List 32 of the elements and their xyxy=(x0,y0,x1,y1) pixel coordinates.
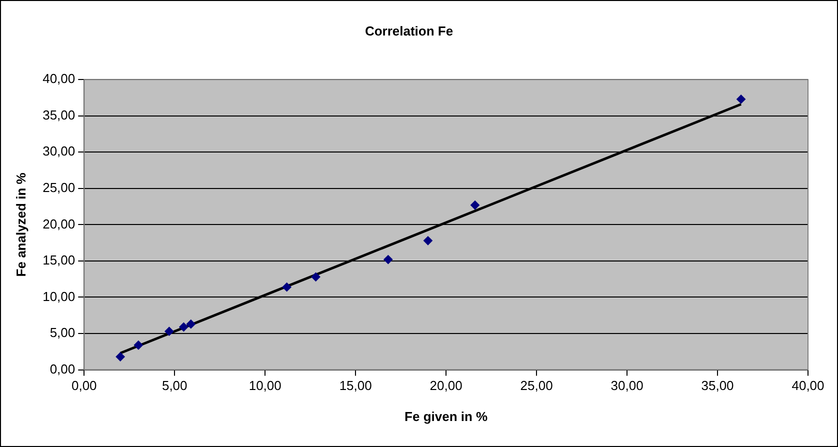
point xyxy=(470,200,480,210)
x-tick-label: 25,00 xyxy=(520,378,553,394)
x-tick-label: 20,00 xyxy=(430,378,462,394)
x-tick-label: 35,00 xyxy=(701,378,734,394)
y-tick-label: 5,00 xyxy=(50,325,76,340)
point xyxy=(116,352,125,362)
x-tick-label: 40,00 xyxy=(792,378,824,394)
chart-title: Correlation Fe xyxy=(364,23,454,38)
y-tick-label: 20,00 xyxy=(42,216,76,232)
x-tick-label: 15,00 xyxy=(339,378,372,394)
point xyxy=(384,255,393,264)
x-tick-label: 0,00 xyxy=(71,378,97,394)
point xyxy=(736,94,746,104)
point xyxy=(282,282,292,292)
y-tick-label: 10,00 xyxy=(42,288,76,304)
y-tick-label: 25,00 xyxy=(42,180,76,196)
point xyxy=(423,236,432,246)
x-tick-label: 30,00 xyxy=(610,378,644,394)
point xyxy=(186,320,196,329)
x-axis-title: Fe given in % xyxy=(404,408,488,424)
point xyxy=(179,322,188,332)
y-tick-label: 0,00 xyxy=(50,361,76,376)
y-tick-label: 15,00 xyxy=(42,252,76,268)
y-tick-label: 35,00 xyxy=(42,107,76,122)
point xyxy=(311,272,320,282)
point xyxy=(164,326,174,336)
y-tick-label: 30,00 xyxy=(42,144,76,159)
y-tick-label: 40,00 xyxy=(42,71,76,86)
point xyxy=(134,340,143,350)
x-tick-label: 5,00 xyxy=(162,378,188,394)
x-tick-label: 10,00 xyxy=(248,378,282,394)
y-axis-title: Fe analyzed in % xyxy=(13,172,28,277)
